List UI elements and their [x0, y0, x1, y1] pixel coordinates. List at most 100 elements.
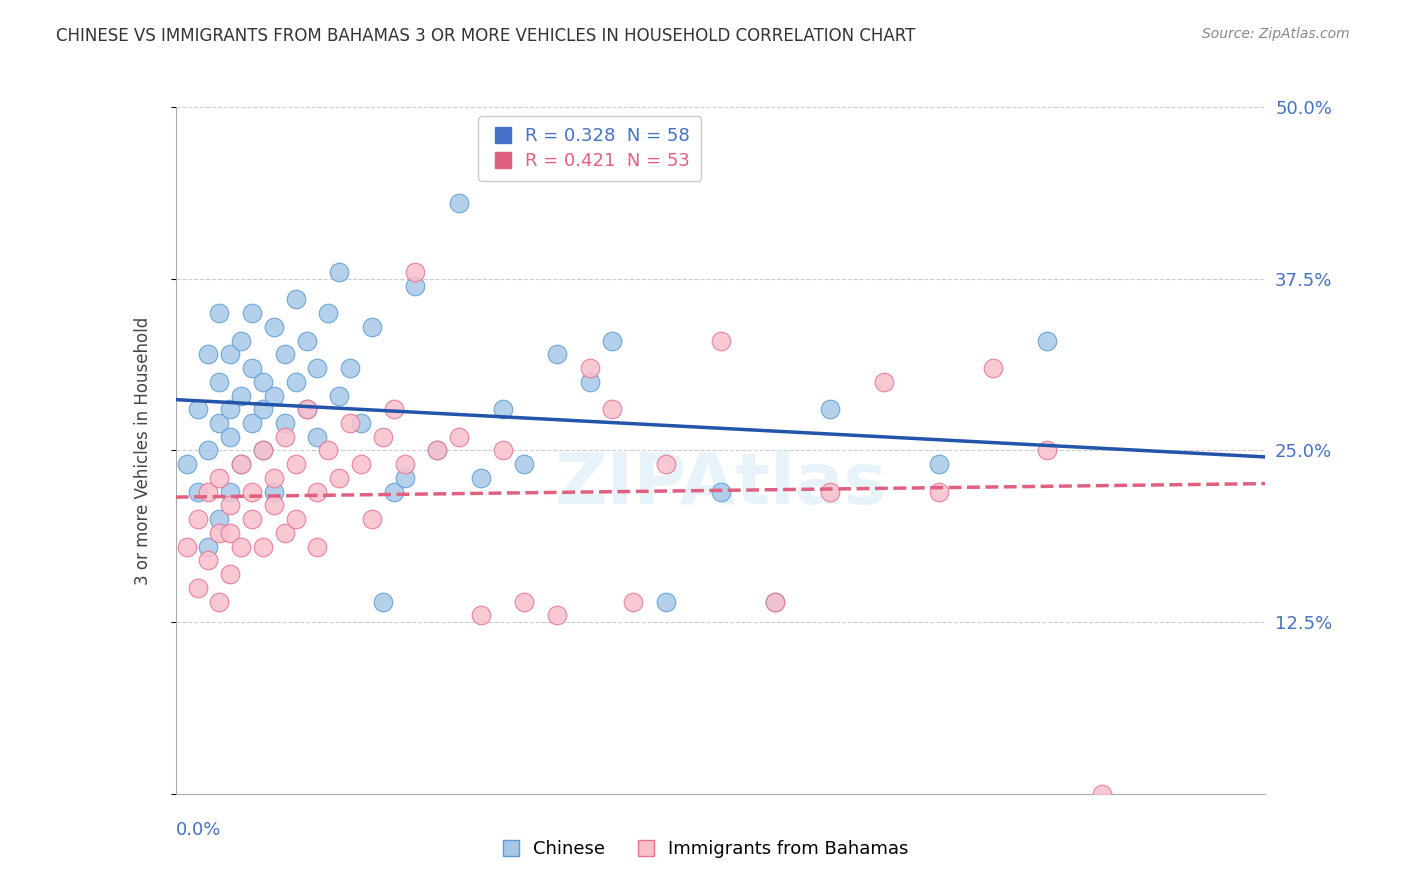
- Point: [318, 306, 340, 320]
- Point: [928, 457, 950, 471]
- Point: [579, 361, 602, 376]
- Point: [546, 608, 568, 623]
- Point: [240, 361, 263, 376]
- Y-axis label: 3 or more Vehicles in Household: 3 or more Vehicles in Household: [134, 317, 152, 584]
- Point: [307, 361, 329, 376]
- Point: [470, 471, 492, 485]
- Point: [263, 471, 285, 485]
- Point: [513, 594, 536, 608]
- Point: [176, 540, 198, 554]
- Point: [219, 347, 242, 361]
- Legend: R = 0.328  N = 58, R = 0.421  N = 53: R = 0.328 N = 58, R = 0.421 N = 53: [478, 116, 702, 181]
- Point: [284, 457, 307, 471]
- Point: [394, 457, 416, 471]
- Point: [186, 581, 209, 595]
- Point: [219, 484, 242, 499]
- Point: [1036, 334, 1059, 348]
- Point: [197, 443, 219, 458]
- Point: [371, 594, 394, 608]
- Point: [405, 278, 427, 293]
- Point: [186, 484, 209, 499]
- Point: [263, 499, 285, 513]
- Point: [284, 512, 307, 526]
- Point: [621, 594, 644, 608]
- Point: [447, 430, 470, 444]
- Point: [208, 416, 231, 430]
- Point: [208, 306, 231, 320]
- Point: [470, 608, 492, 623]
- Text: 0.0%: 0.0%: [176, 822, 221, 839]
- Point: [350, 457, 373, 471]
- Point: [231, 334, 253, 348]
- Point: [252, 540, 274, 554]
- Point: [328, 265, 350, 279]
- Point: [339, 416, 361, 430]
- Point: [307, 540, 329, 554]
- Point: [447, 196, 470, 211]
- Point: [318, 443, 340, 458]
- Point: [240, 484, 263, 499]
- Point: [394, 471, 416, 485]
- Point: [307, 484, 329, 499]
- Point: [274, 416, 297, 430]
- Point: [350, 416, 373, 430]
- Point: [231, 540, 253, 554]
- Point: [981, 361, 1004, 376]
- Point: [284, 375, 307, 389]
- Point: [1091, 787, 1114, 801]
- Point: [231, 457, 253, 471]
- Point: [928, 484, 950, 499]
- Point: [295, 402, 318, 417]
- Point: [405, 265, 427, 279]
- Point: [252, 375, 274, 389]
- Point: [208, 594, 231, 608]
- Point: [339, 361, 361, 376]
- Point: [252, 443, 274, 458]
- Point: [382, 484, 405, 499]
- Point: [208, 525, 231, 540]
- Point: [208, 471, 231, 485]
- Point: [197, 484, 219, 499]
- Point: [655, 594, 678, 608]
- Point: [186, 512, 209, 526]
- Point: [186, 402, 209, 417]
- Point: [219, 430, 242, 444]
- Point: [818, 402, 841, 417]
- Point: [426, 443, 449, 458]
- Point: [579, 375, 602, 389]
- Point: [763, 594, 786, 608]
- Point: [219, 499, 242, 513]
- Point: [295, 334, 318, 348]
- Point: [263, 319, 285, 334]
- Point: [240, 512, 263, 526]
- Point: [360, 512, 382, 526]
- Text: CHINESE VS IMMIGRANTS FROM BAHAMAS 3 OR MORE VEHICLES IN HOUSEHOLD CORRELATION C: CHINESE VS IMMIGRANTS FROM BAHAMAS 3 OR …: [56, 27, 915, 45]
- Point: [655, 457, 678, 471]
- Point: [600, 402, 623, 417]
- Point: [219, 567, 242, 582]
- Point: [710, 484, 733, 499]
- Point: [219, 525, 242, 540]
- Point: [176, 457, 198, 471]
- Point: [382, 402, 405, 417]
- Point: [240, 306, 263, 320]
- Point: [600, 334, 623, 348]
- Point: [263, 388, 285, 402]
- Point: [873, 375, 896, 389]
- Point: [818, 484, 841, 499]
- Point: [295, 402, 318, 417]
- Point: [197, 347, 219, 361]
- Point: [231, 457, 253, 471]
- Legend: Chinese, Immigrants from Bahamas: Chinese, Immigrants from Bahamas: [489, 833, 917, 865]
- Point: [328, 471, 350, 485]
- Point: [263, 484, 285, 499]
- Point: [208, 375, 231, 389]
- Point: [546, 347, 568, 361]
- Point: [240, 416, 263, 430]
- Text: ZIPAtlas: ZIPAtlas: [554, 450, 887, 519]
- Point: [197, 553, 219, 567]
- Point: [1036, 443, 1059, 458]
- Point: [513, 457, 536, 471]
- Point: [284, 293, 307, 307]
- Point: [274, 347, 297, 361]
